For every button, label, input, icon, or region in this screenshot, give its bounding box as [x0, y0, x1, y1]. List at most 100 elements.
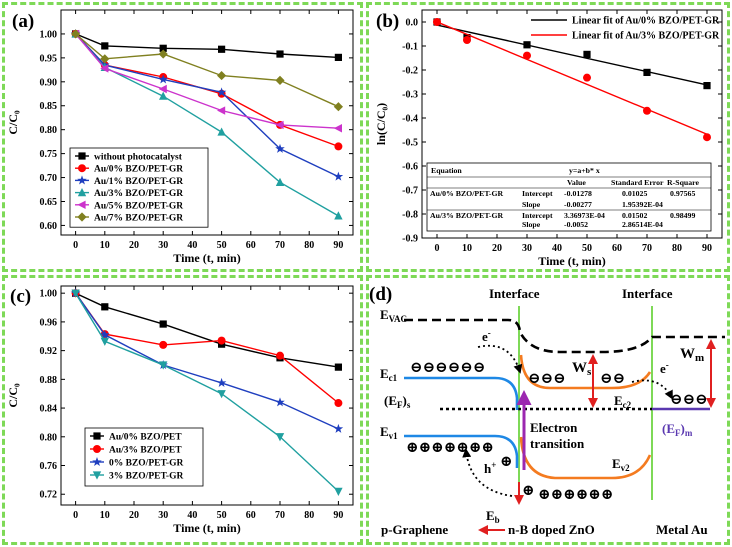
- table-stderr: 2.86514E-04: [622, 220, 663, 229]
- y-tick-label: -0.9: [402, 234, 418, 245]
- x-tick-label: 80: [672, 243, 682, 254]
- panel-frame-a: [2, 2, 363, 272]
- data-point: [433, 18, 441, 26]
- x-tick-label: 70: [275, 510, 285, 521]
- electrons-graphene: ⊖⊖⊖⊖⊖⊖: [410, 360, 485, 376]
- data-point: [100, 64, 109, 73]
- y-tick-label: -0.4: [402, 114, 418, 125]
- data-point: [583, 73, 591, 82]
- electron-transition-label: Electron: [530, 420, 578, 435]
- data-point: [101, 42, 109, 50]
- legend: Au/0% BZO/PET Au/3% BZO/PET 0% BZO/PET-GR 3…: [84, 427, 204, 487]
- x-tick-label: 40: [552, 243, 562, 254]
- y-tick-label: 0.65: [40, 197, 58, 208]
- data-point: [334, 142, 343, 151]
- legend-label: Linear fit of Au/3% BZO/PET-GR: [572, 31, 720, 42]
- y-tick-label: -0.6: [402, 162, 418, 173]
- legend-label: 0% BZO/PET-GR: [109, 459, 183, 469]
- data-point: [217, 390, 226, 399]
- y-tick-label: 0.96: [40, 317, 58, 328]
- series-line: [75, 33, 339, 108]
- series-1: [71, 289, 343, 408]
- y-tick-label: -0.3: [402, 90, 418, 101]
- data-point: [276, 50, 284, 58]
- plot-area: [421, 9, 723, 239]
- x-tick-label: 80: [304, 240, 314, 251]
- hole-zno-first: ⊕: [522, 483, 535, 499]
- data-point: [217, 127, 226, 136]
- data-point: [275, 397, 285, 407]
- y-tick-label: -0.5: [402, 138, 418, 149]
- y-tick-label: 0.76: [40, 461, 58, 472]
- panel-label: (c): [10, 286, 31, 307]
- fermi-level-label-s: (EF)s: [384, 393, 411, 410]
- series-line: [75, 292, 339, 368]
- legend-label: Au/0% BZO/PET: [109, 433, 182, 443]
- legend-box: [69, 147, 209, 228]
- y-tick-label: 1.00: [40, 29, 58, 40]
- holes-graphene: ⊕⊕⊕⊕⊕⊕⊕: [406, 440, 494, 456]
- table-equation: y=a+b* x: [569, 166, 600, 175]
- table-value: 3.36973E-04: [564, 211, 605, 220]
- table-param: Intercept: [522, 189, 553, 198]
- y-tick-label: 0.90: [40, 77, 58, 88]
- data-point: [158, 84, 167, 94]
- x-axis-title: Time (t, min): [538, 254, 605, 268]
- table-equation-label: Equation: [431, 166, 462, 175]
- ec1-label: Ec1: [380, 366, 398, 383]
- data-point: [275, 177, 285, 186]
- data-point: [333, 171, 344, 181]
- ec2-label: Ec2: [614, 393, 632, 410]
- y-tick-label: 0.0: [406, 18, 419, 29]
- electron-transition-label-2: transition: [530, 436, 585, 451]
- data-point: [100, 54, 110, 64]
- legend-label: Au/7% BZO/PET-GR: [94, 214, 183, 224]
- table-col-header: Value: [567, 178, 586, 187]
- legend-marker: [77, 212, 87, 222]
- table-param: Intercept: [522, 211, 553, 220]
- data-point: [100, 337, 109, 346]
- conduction-band-zno: [519, 354, 652, 390]
- table-param: Slope: [522, 200, 541, 209]
- x-axis-title: Time (t, min): [173, 251, 240, 265]
- barrier-label: Eb: [486, 508, 500, 525]
- series-4: [71, 29, 342, 133]
- fit-table: Equation y=a+b* x Value Standard Error R-Squ…: [426, 162, 712, 232]
- series-line: [75, 292, 339, 430]
- x-tick-label: 60: [246, 240, 256, 251]
- panel-label: (d): [369, 284, 392, 305]
- fit-line: [436, 21, 708, 135]
- data-point: [275, 75, 285, 85]
- electrons-zno-left: ⊖⊖⊖: [528, 371, 566, 387]
- y-tick-label: -0.1: [402, 42, 418, 53]
- y-tick-label: 0.72: [40, 490, 58, 501]
- data-point: [334, 399, 343, 408]
- series-line: [75, 292, 339, 492]
- table-col-header: R-Square: [667, 178, 699, 187]
- legend-label: without photocatalyst: [94, 153, 183, 163]
- legend-label: 3% BZO/PET-GR: [109, 472, 183, 482]
- electron-label-right: e-: [660, 360, 669, 376]
- legend-marker: [92, 457, 102, 467]
- interface-label-right: Interface: [622, 286, 673, 301]
- chart-c: 0 10 20 30 40 50 60 70 80 90 0.72 0.76 0.80 0.84 0.88 0…: [6, 285, 354, 535]
- data-point: [159, 91, 168, 100]
- band-diagram: (d) Interface Interface(EF)s(EF)m⊖⊖⊖⊖⊖⊖⊖⊖⊖…: [369, 284, 725, 537]
- plot-area: [60, 285, 354, 506]
- table-stderr: 0.01025: [622, 189, 647, 198]
- table-sample: Au/3% BZO/PET-GR: [430, 211, 504, 220]
- data-point: [523, 41, 531, 49]
- y-tick-label: -0.7: [402, 186, 418, 197]
- fermi-level-label-m: (EF)m: [662, 421, 693, 438]
- y-axis-title: ln(C/C₀): [374, 103, 388, 145]
- table-frame: [426, 162, 712, 232]
- data-point: [703, 133, 711, 142]
- table-stderr: 0.01502: [622, 211, 647, 220]
- data-point: [159, 340, 168, 349]
- x-tick-label: 90: [333, 510, 343, 521]
- legend-label: Au/5% BZO/PET-GR: [94, 201, 183, 211]
- legend-marker: [77, 175, 87, 185]
- legend-label: Au/1% BZO/PET-GR: [94, 177, 183, 187]
- legend: Linear fit of Au/0% BZO/PET-GR Linear fit…: [531, 16, 720, 42]
- series-line: [75, 33, 339, 59]
